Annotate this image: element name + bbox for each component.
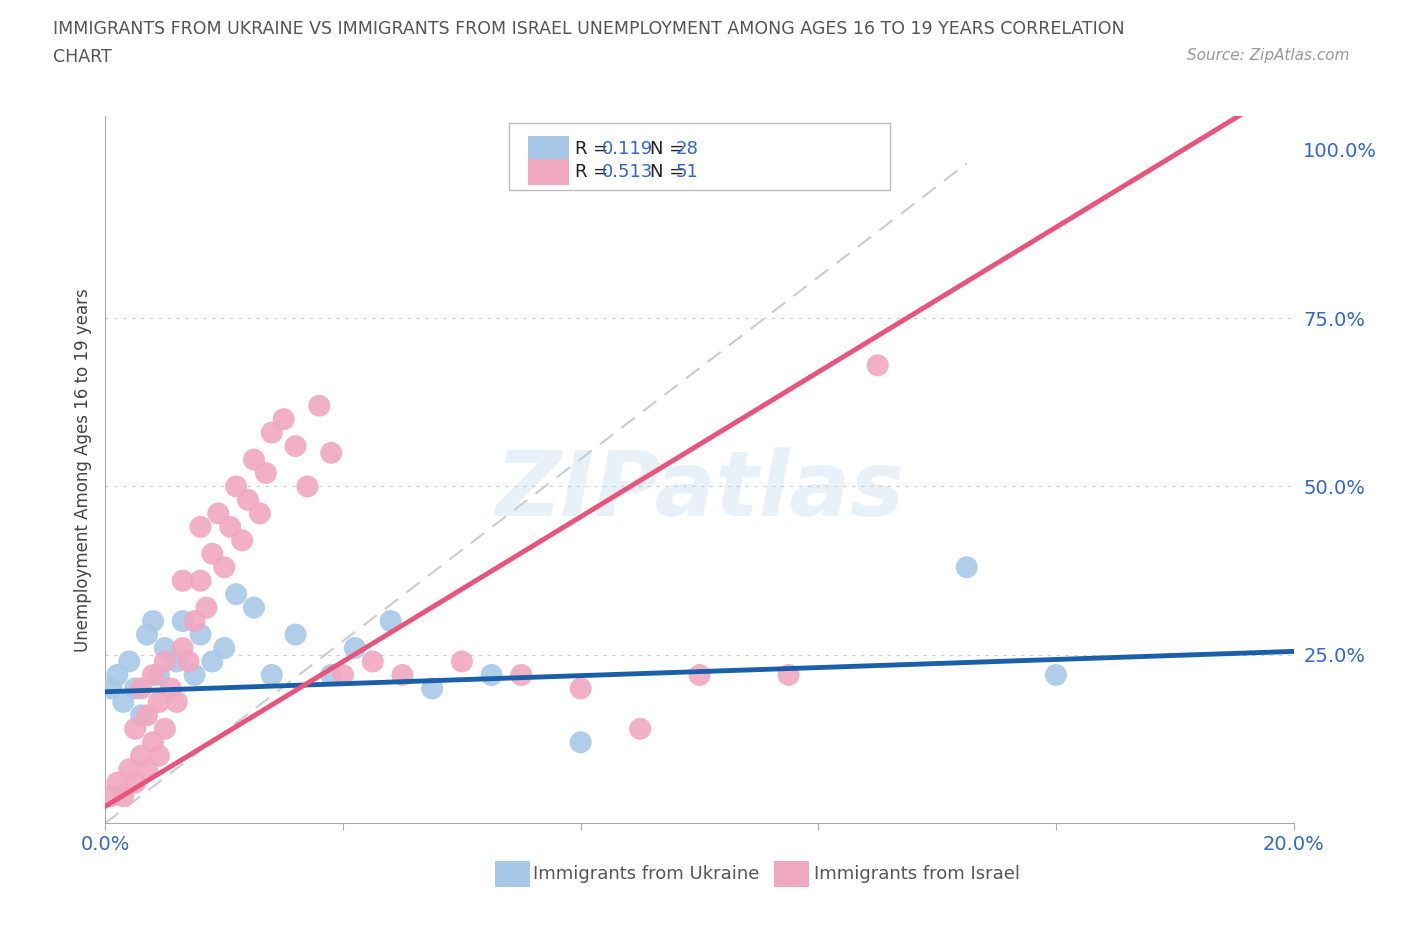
Point [183,668,205,683]
Point [254,466,277,481]
Point [361,654,384,669]
Point [450,654,472,669]
Point [225,479,247,494]
Text: N =: N = [650,140,689,158]
Text: CHART: CHART [53,48,112,66]
FancyBboxPatch shape [775,861,808,886]
Point [343,641,366,656]
Point [118,762,141,777]
FancyBboxPatch shape [529,136,569,162]
Point [159,681,181,696]
FancyBboxPatch shape [495,861,530,886]
Point [569,681,592,696]
Point [136,762,159,777]
Point [689,668,711,683]
Point [153,722,176,737]
Point [172,641,194,656]
Point [142,668,165,683]
Point [172,573,194,588]
Point [380,614,402,629]
Text: 0.513: 0.513 [602,163,654,181]
Point [284,439,307,454]
Point [148,668,170,683]
Point [243,452,266,467]
Point [153,641,176,656]
Point [190,520,212,535]
Point [332,668,354,683]
Point [166,695,188,710]
Point [866,358,889,373]
Text: 0.119: 0.119 [602,140,654,158]
Point [136,627,159,642]
Point [177,654,200,669]
Point [124,776,146,790]
Point [219,520,242,535]
Point [260,425,283,440]
Point [142,735,165,750]
Y-axis label: Unemployment Among Ages 16 to 19 years: Unemployment Among Ages 16 to 19 years [73,287,91,652]
Point [260,668,283,683]
Point [391,668,413,683]
Text: Source: ZipAtlas.com: Source: ZipAtlas.com [1187,48,1350,63]
Point [190,627,212,642]
Text: 51: 51 [676,163,699,181]
Point [148,749,170,764]
Text: Immigrants from Israel: Immigrants from Israel [814,865,1019,883]
Point [148,695,170,710]
Point [956,560,979,575]
Point [214,560,236,575]
Point [129,708,152,723]
Point [183,614,205,629]
Point [1045,668,1067,683]
Point [195,600,218,615]
FancyBboxPatch shape [509,124,890,191]
Text: IMMIGRANTS FROM UKRAINE VS IMMIGRANTS FROM ISRAEL UNEMPLOYMENT AMONG AGES 16 TO : IMMIGRANTS FROM UKRAINE VS IMMIGRANTS FR… [53,20,1125,38]
Point [481,668,503,683]
Point [569,735,592,750]
Point [129,749,152,764]
Point [236,493,259,508]
Point [201,654,224,669]
Point [273,412,295,427]
Text: ZIPatlas: ZIPatlas [495,446,904,535]
Text: Immigrants from Ukraine: Immigrants from Ukraine [533,865,759,883]
Point [166,654,188,669]
Point [142,614,165,629]
Point [124,681,146,696]
Point [112,695,135,710]
Text: N =: N = [650,163,689,181]
Point [190,573,212,588]
Point [136,708,159,723]
Point [105,668,128,683]
Point [243,600,266,615]
Point [124,722,146,737]
Point [778,668,800,683]
Point [249,506,271,521]
Point [510,668,533,683]
Text: R =: R = [575,163,614,181]
Point [105,776,128,790]
Point [112,789,135,804]
Point [201,546,224,561]
Point [308,398,330,413]
Point [214,641,236,656]
Point [207,506,229,521]
Point [225,587,247,602]
Point [172,614,194,629]
Text: R =: R = [575,140,614,158]
Point [284,627,307,642]
Point [321,668,343,683]
Point [297,479,319,494]
Point [100,681,122,696]
FancyBboxPatch shape [529,159,569,185]
Point [628,722,651,737]
Text: 28: 28 [676,140,699,158]
Point [118,654,141,669]
Point [231,533,253,548]
Point [420,681,443,696]
Point [129,681,152,696]
Point [100,789,122,804]
Point [321,445,343,460]
Point [153,654,176,669]
